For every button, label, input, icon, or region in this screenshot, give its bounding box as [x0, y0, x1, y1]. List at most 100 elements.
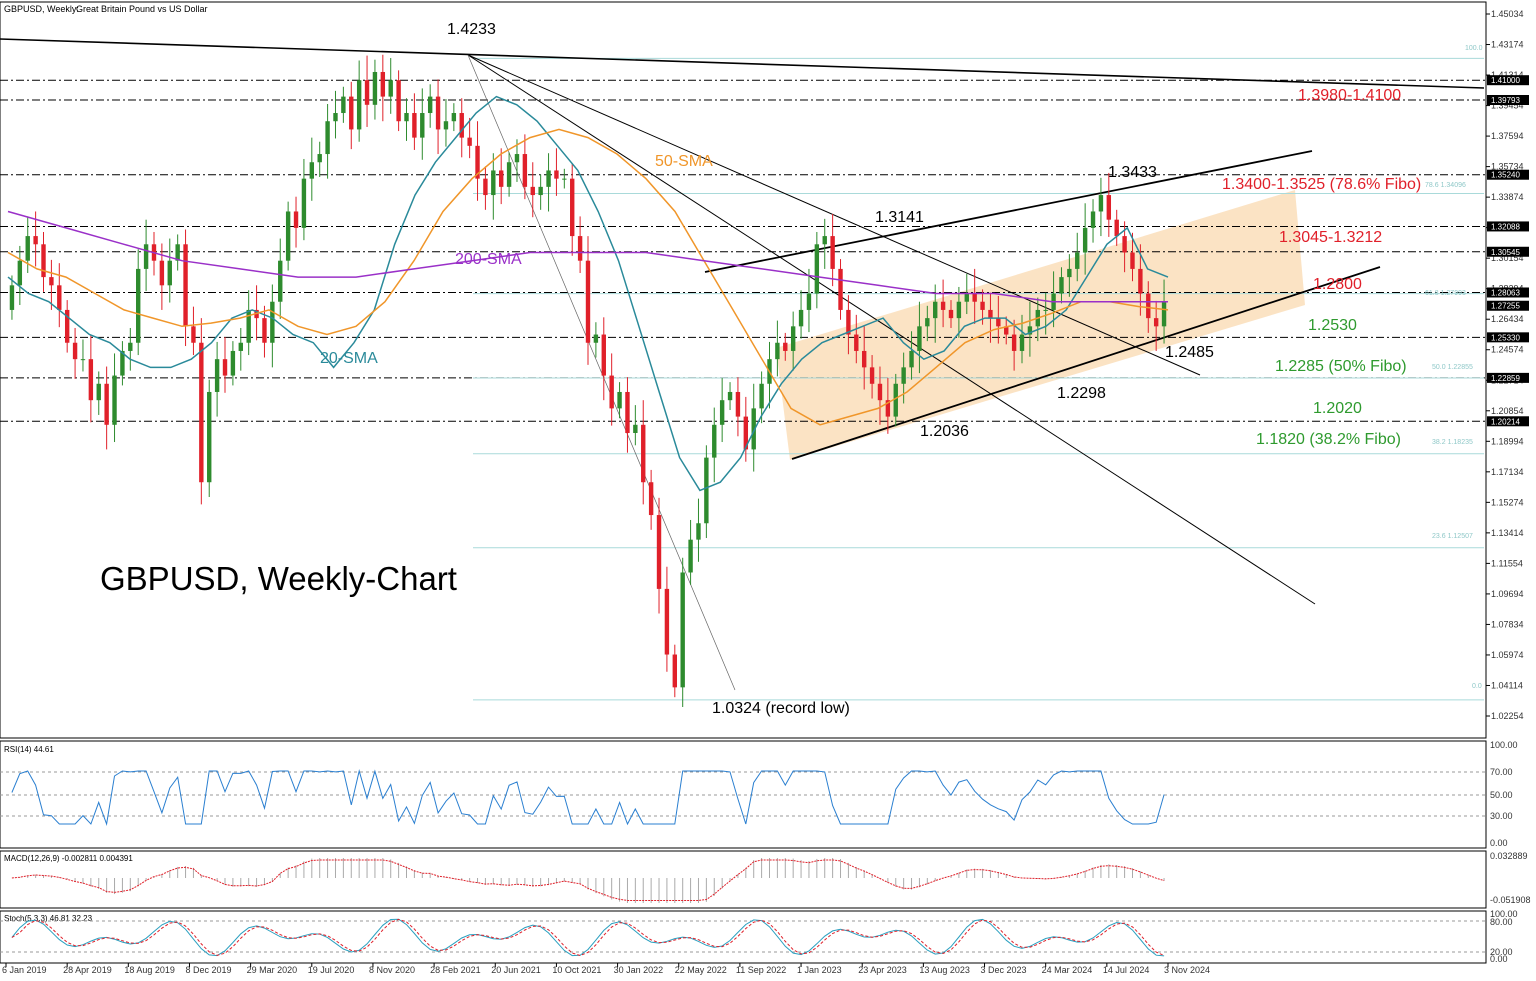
candle-body [751, 408, 756, 450]
fibo-label-382: 38.2 1.18235 [1432, 439, 1473, 446]
stoch-axis-100: 100.00 [1490, 909, 1518, 919]
candle-body [743, 416, 749, 450]
candle-body [1122, 236, 1127, 253]
sma-line-50-sma [7, 128, 1169, 426]
candle-body [719, 400, 725, 425]
price-tick-label: 1.41314 [1491, 70, 1524, 80]
candle-body [648, 482, 654, 516]
candle-body [388, 80, 393, 97]
fibo-label-236: 23.6 1.12507 [1432, 533, 1473, 540]
stoch-main-line [11, 918, 1165, 957]
candle-body [317, 154, 322, 163]
candle-body [972, 293, 977, 302]
candle-body [443, 121, 449, 130]
price-tick-label: 1.26434 [1491, 314, 1524, 324]
label-support-4: 1.1820 (38.2% Fibo) [1256, 431, 1401, 448]
price-tick-label: 1.35734 [1491, 162, 1524, 172]
candle-body [49, 277, 54, 286]
candle-body [380, 71, 386, 97]
candle-body [712, 424, 717, 458]
candles [9, 54, 1167, 708]
price-tag-box [1487, 287, 1529, 298]
candle-body [1082, 227, 1088, 253]
candle-body [364, 80, 370, 105]
candle-body [570, 178, 575, 237]
candle-body [1043, 309, 1048, 311]
candle-body [230, 350, 236, 376]
price-tag: 1.30545 [1491, 248, 1520, 257]
candle-body [412, 113, 417, 138]
time-tick-label: 8 Dec 2019 [185, 965, 231, 975]
macd-signal-line [11, 859, 1165, 901]
candle-body [238, 342, 243, 351]
price-tag: 1.20214 [1491, 417, 1520, 426]
sma-line-200-sma [7, 210, 1168, 303]
price-tag-box [1487, 332, 1529, 343]
price-tag: 1.41000 [1491, 76, 1520, 85]
price-tick-label: 1.24574 [1491, 345, 1524, 355]
time-tick-label: 22 May 2022 [675, 965, 727, 975]
price-tick-label: 1.45034 [1491, 9, 1524, 19]
price-tag: 1.32088 [1491, 222, 1520, 231]
candle-body [917, 326, 922, 351]
time-tick-label: 13 Aug 2023 [919, 965, 970, 975]
label-low-1-2036: 1.2036 [920, 423, 969, 440]
candle-body [72, 342, 78, 360]
candle-body [854, 334, 859, 351]
label-support-3: 1.2020 [1313, 400, 1362, 417]
moving-averages [7, 95, 1169, 492]
time-tick-label: 29 Mar 2020 [247, 965, 298, 975]
candle-body [17, 260, 23, 286]
candle-body [246, 309, 251, 343]
candle-body [1004, 326, 1009, 335]
price-tag-box [1487, 95, 1529, 106]
candle-body [57, 285, 62, 310]
candle-body [491, 170, 496, 196]
candle-body [214, 359, 220, 392]
candle-body [727, 391, 733, 401]
candle-body [285, 211, 291, 261]
candle-body [372, 71, 378, 105]
price-tick-label: 1.33874 [1491, 192, 1524, 202]
candle-body [885, 400, 891, 417]
label-20-sma: 20-SMA [320, 350, 378, 367]
candle-body [940, 301, 946, 310]
candle-body [1027, 326, 1033, 335]
chart-title: GBPUSD, Weekly-Chart [100, 560, 457, 597]
candle-body [183, 244, 188, 327]
candle-body [483, 178, 488, 196]
price-tick-label: 1.09694 [1491, 589, 1524, 599]
time-tick-label: 8 Nov 2020 [369, 965, 415, 975]
candle-body [1011, 334, 1017, 351]
label-high-1-3141: 1.3141 [875, 209, 924, 226]
candle-body [633, 424, 638, 434]
fibo-label-100: 100.0 [1465, 45, 1483, 52]
price-tag: 1.28063 [1491, 288, 1520, 297]
candle-body [420, 113, 425, 138]
rsi-axis-100: 100.00 [1490, 740, 1518, 750]
fibo-label-786: 78.6 1.34096 [1425, 182, 1466, 189]
candle-body [293, 211, 299, 228]
price-tag-box [1487, 300, 1529, 311]
label-resistance-2: 1.3400-1.3525 (78.6% Fibo) [1222, 176, 1421, 193]
candle-body [593, 334, 599, 343]
candle-body [396, 80, 401, 122]
candle-body [996, 318, 1001, 327]
candle-body [427, 96, 433, 114]
candle-body [222, 359, 228, 376]
candle-body [136, 268, 141, 343]
label-resistance-3: 1.3045-1.3212 [1279, 229, 1382, 246]
macd-panel [0, 850, 1487, 909]
candle-body [861, 350, 867, 368]
time-tick-label: 6 Jan 2019 [2, 965, 47, 975]
time-axis: 6 Jan 2019 28 Apr 2019 18 Aug 2019 8 Dec 20… [2, 963, 1210, 975]
time-tick-label: 20 Jun 2021 [491, 965, 541, 975]
price-tick-label: 1.05974 [1491, 650, 1524, 660]
candle-body [120, 350, 125, 376]
price-tag-box [1487, 416, 1529, 427]
candle-body [925, 318, 930, 327]
candle-body [530, 186, 535, 196]
candle-body [1067, 268, 1072, 278]
candle-body [175, 244, 180, 261]
candle-body [514, 154, 520, 163]
